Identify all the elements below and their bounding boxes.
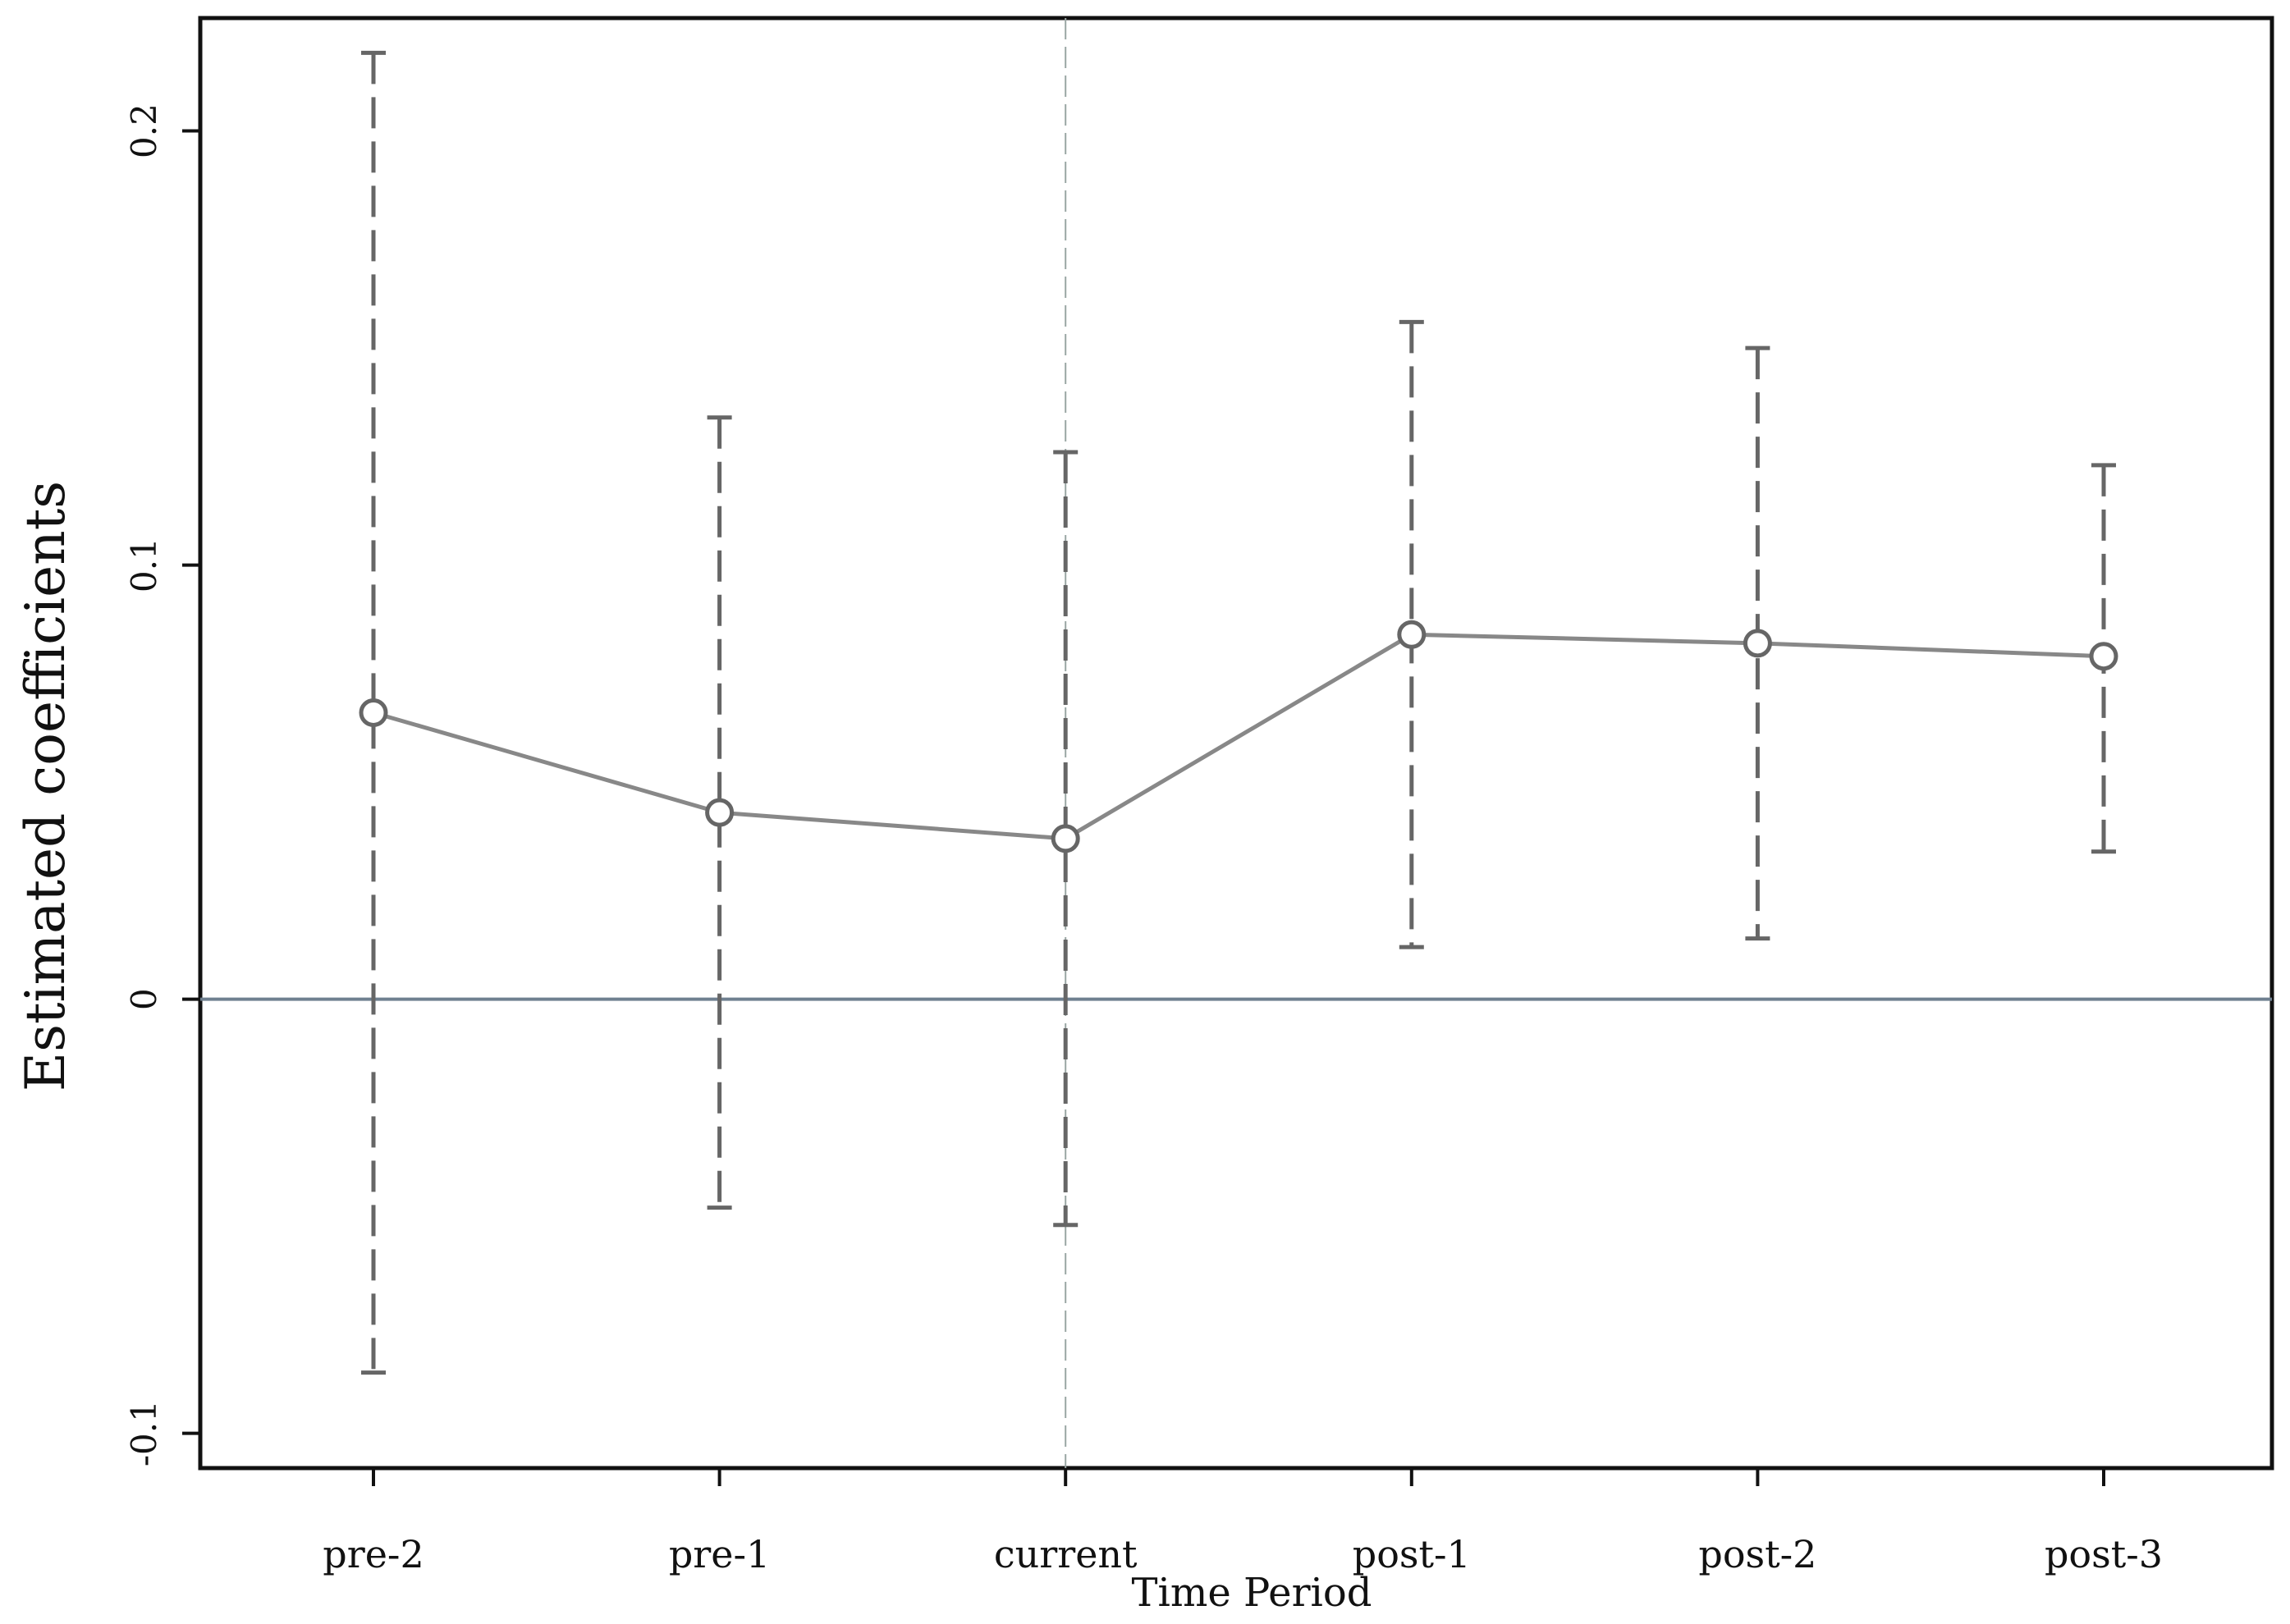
coefficient-points — [359, 620, 2118, 853]
coefficient-line — [373, 632, 2105, 841]
data-point — [359, 698, 388, 727]
y-tick-label: -0.1 — [124, 1400, 164, 1466]
x-axis: pre-2 pre-1 current post-1 post-2 post-3 — [323, 1468, 2163, 1576]
y-axis-title: Estimated coefficients — [14, 481, 77, 1091]
x-axis-title: Time Period — [1131, 1570, 1372, 1616]
y-tick-label: 0.1 — [124, 538, 164, 592]
x-tick-label: current — [994, 1532, 1138, 1576]
x-tick-label: post-3 — [2045, 1532, 2163, 1576]
x-tick-label: pre-1 — [669, 1532, 770, 1576]
plot-frame — [198, 16, 2274, 1471]
y-axis: -0.1 0 0.1 0.2 — [124, 103, 200, 1466]
y-tick-label: 0.2 — [124, 103, 164, 158]
data-point — [1051, 824, 1080, 853]
y-tick-label: 0 — [124, 988, 164, 1010]
data-point — [2089, 642, 2118, 671]
data-point — [1743, 629, 1772, 658]
x-tick-label: pre-2 — [323, 1532, 424, 1576]
data-point — [705, 798, 735, 827]
x-tick-label: post-2 — [1698, 1532, 1816, 1576]
x-tick-label: post-1 — [1353, 1532, 1471, 1576]
error-bars — [361, 50, 2116, 1375]
data-point — [1397, 620, 1427, 649]
